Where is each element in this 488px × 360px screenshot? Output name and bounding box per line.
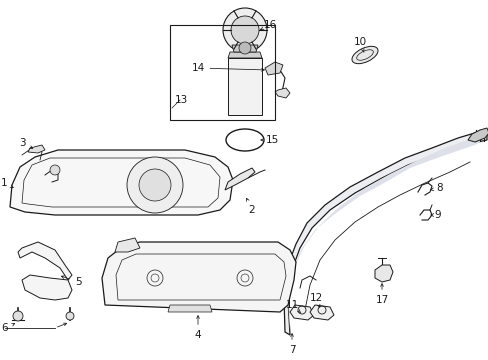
- Text: 11: 11: [285, 300, 300, 313]
- Text: 14: 14: [191, 63, 264, 73]
- Circle shape: [13, 311, 23, 321]
- Text: 16: 16: [260, 20, 276, 30]
- Text: 9: 9: [430, 210, 440, 220]
- Text: 2: 2: [246, 198, 255, 215]
- Polygon shape: [309, 305, 333, 320]
- Text: 13: 13: [175, 95, 188, 105]
- Polygon shape: [284, 132, 486, 335]
- Circle shape: [50, 165, 60, 175]
- Polygon shape: [467, 128, 488, 142]
- Text: 10: 10: [353, 37, 366, 52]
- Polygon shape: [274, 88, 289, 98]
- Circle shape: [139, 169, 171, 201]
- Text: 6: 6: [1, 323, 15, 333]
- Polygon shape: [227, 52, 262, 58]
- Circle shape: [239, 42, 250, 54]
- Text: 8: 8: [430, 183, 443, 193]
- Text: 15: 15: [260, 135, 278, 145]
- Circle shape: [127, 157, 183, 213]
- Text: 1: 1: [0, 178, 13, 188]
- Polygon shape: [28, 145, 45, 153]
- Polygon shape: [22, 275, 72, 300]
- Text: 5: 5: [61, 276, 81, 287]
- Ellipse shape: [351, 46, 377, 64]
- Polygon shape: [10, 150, 232, 215]
- Polygon shape: [289, 305, 313, 320]
- Circle shape: [230, 16, 259, 44]
- Bar: [170, 25, 274, 120]
- Polygon shape: [227, 58, 262, 115]
- Polygon shape: [168, 305, 212, 312]
- Text: 12: 12: [309, 293, 322, 307]
- Polygon shape: [102, 242, 295, 312]
- Circle shape: [66, 312, 74, 320]
- Text: 4: 4: [194, 316, 201, 340]
- Polygon shape: [115, 238, 140, 252]
- Polygon shape: [231, 45, 258, 52]
- Text: 17: 17: [375, 284, 388, 305]
- Text: 7: 7: [288, 334, 295, 355]
- Polygon shape: [18, 242, 72, 280]
- Polygon shape: [264, 62, 283, 75]
- Text: 3: 3: [19, 138, 33, 148]
- Polygon shape: [224, 168, 254, 190]
- Circle shape: [223, 8, 266, 52]
- Polygon shape: [374, 265, 392, 282]
- Polygon shape: [287, 136, 479, 330]
